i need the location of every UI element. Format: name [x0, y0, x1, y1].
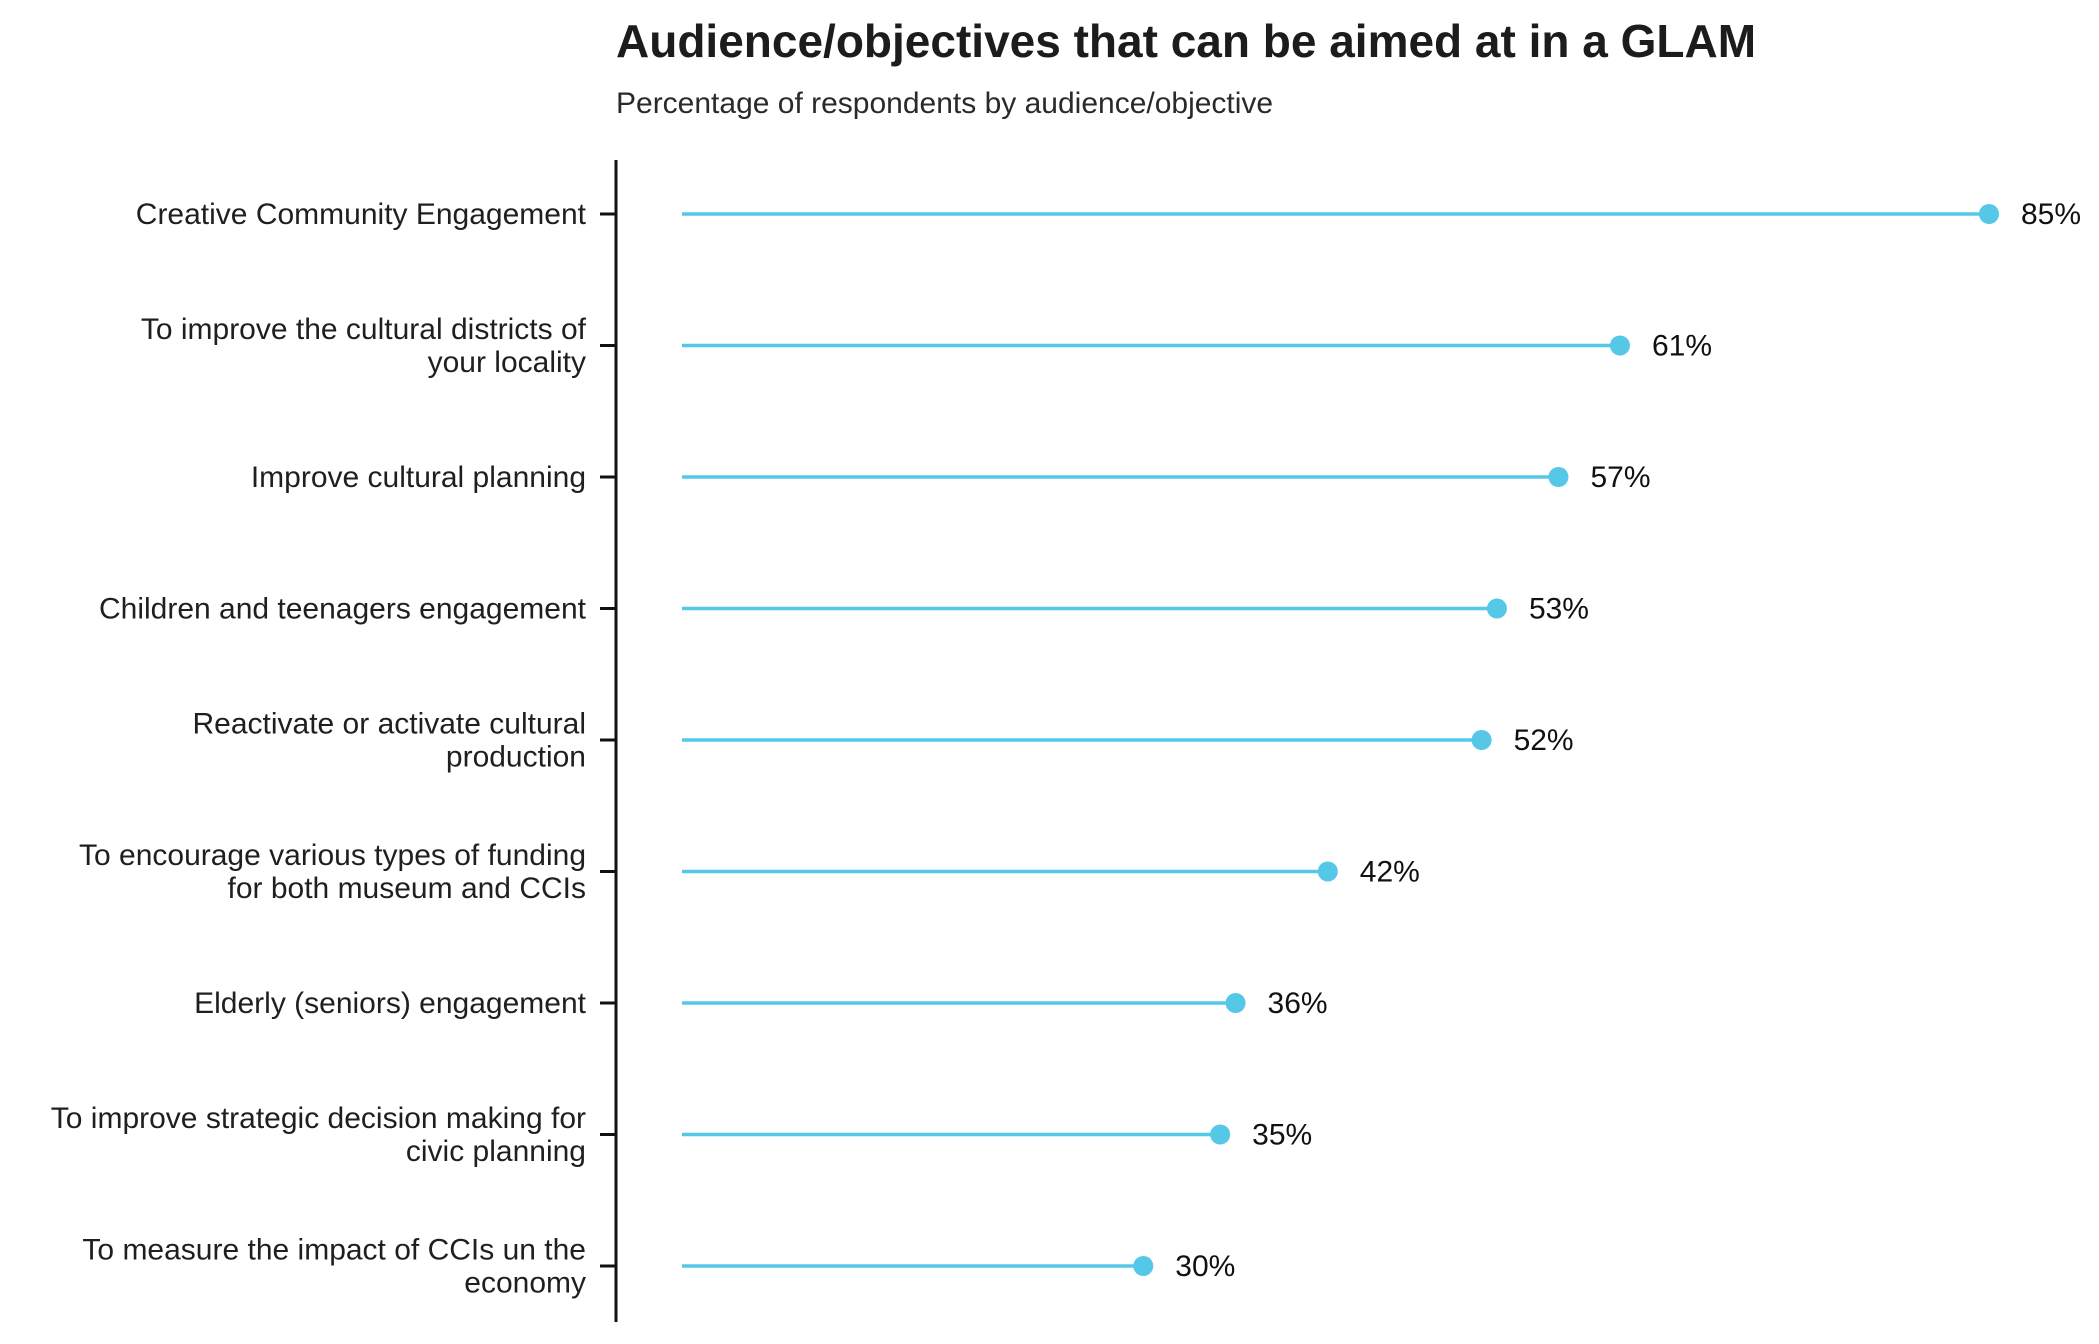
value-label: 36% [1268, 987, 1328, 1020]
category-label: Creative Community Engagement [136, 198, 587, 231]
category-label-line: To measure the impact of CCIs un the [82, 1234, 586, 1267]
category-label-line: civic planning [406, 1135, 586, 1168]
category-label: Children and teenagers engagement [99, 593, 587, 626]
category-label-line: To improve the cultural districts of [141, 313, 587, 346]
value-label: 52% [1514, 724, 1574, 757]
category-label: Elderly (seniors) engagement [194, 987, 587, 1020]
value-label: 42% [1360, 856, 1420, 889]
lollipop-dot [1471, 730, 1492, 750]
value-label: 57% [1590, 461, 1650, 494]
value-label: 35% [1252, 1119, 1312, 1152]
category-label-line: Reactivate or activate cultural [192, 708, 586, 741]
lollipop-dot [1609, 335, 1630, 356]
lollipop-dot [1225, 993, 1246, 1013]
value-label: 53% [1529, 593, 1589, 626]
lollipop-dot [1486, 598, 1507, 619]
category-label: To improve strategic decision making for… [51, 1102, 586, 1168]
category-label-line: Improve cultural planning [251, 461, 586, 494]
lollipop-dot [1210, 1124, 1231, 1145]
value-label: 61% [1652, 330, 1712, 363]
category-label-line: your locality [428, 346, 586, 379]
category-label: To measure the impact of CCIs un the econ… [82, 1234, 586, 1300]
category-label: To encourage various types of funding for… [79, 839, 586, 905]
chart-marks: Creative Community Engagement 85% To impro… [51, 198, 2081, 1300]
category-label-line: To encourage various types of funding [79, 839, 586, 872]
category-label: Improve cultural planning [251, 461, 586, 494]
category-label-line: To improve strategic decision making for [51, 1102, 586, 1135]
lollipop-dot [1317, 861, 1338, 882]
value-label: 85% [2021, 198, 2081, 231]
chart-subtitle: Percentage of respondents by audience/ob… [616, 87, 1273, 120]
category-label-line: Elderly (seniors) engagement [194, 987, 587, 1020]
category-label: Reactivate or activate cultural productio… [192, 708, 586, 774]
value-label: 30% [1175, 1250, 1235, 1283]
category-label-line: economy [464, 1267, 586, 1300]
category-label-line: production [446, 741, 586, 774]
lollipop-dot [1548, 467, 1569, 487]
lollipop-dot [1133, 1256, 1154, 1276]
lollipop-dot [1979, 204, 1999, 224]
category-label-line: for both museum and CCIs [228, 872, 587, 905]
chart-title: Audience/objectives that can be aimed at… [616, 15, 1756, 67]
category-label: To improve the cultural districts of your… [141, 313, 587, 379]
category-label-line: Creative Community Engagement [136, 198, 587, 231]
category-label-line: Children and teenagers engagement [99, 593, 587, 626]
